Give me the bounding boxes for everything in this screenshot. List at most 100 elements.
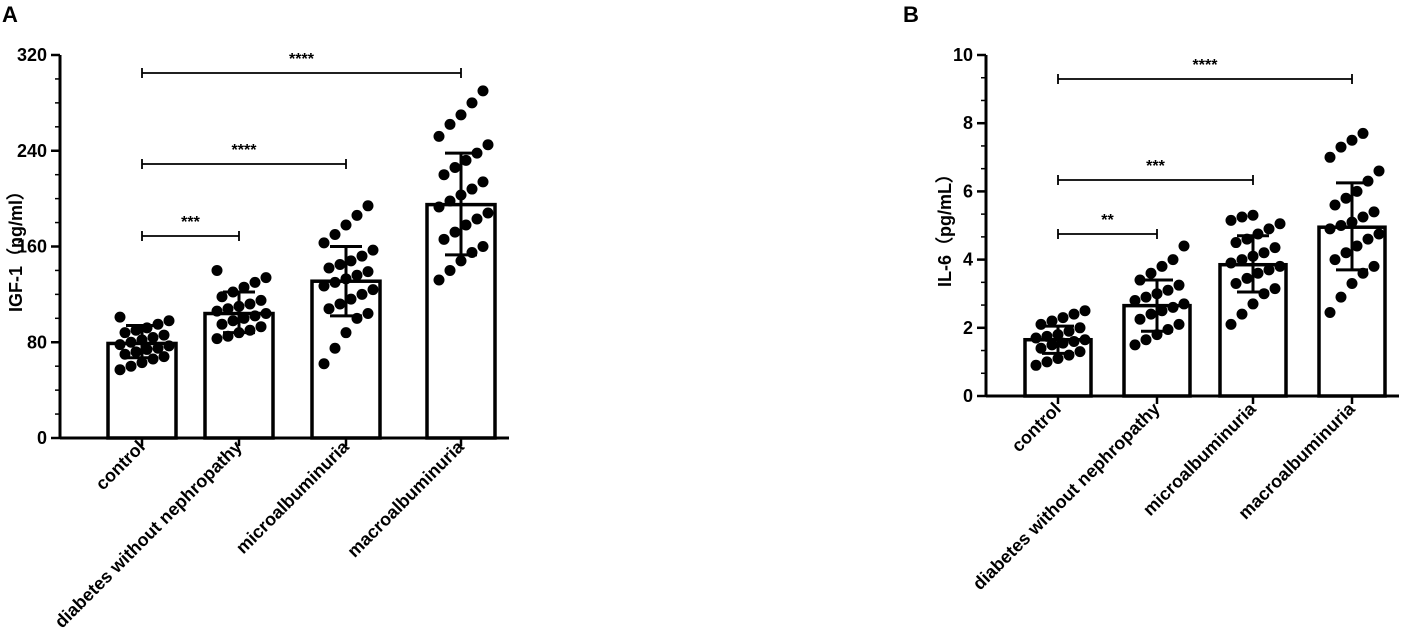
panel-b-data-point	[1324, 223, 1336, 235]
panel-b-data-point	[1230, 277, 1242, 289]
panel-b-data-point	[1236, 254, 1248, 266]
panel-b-data-point	[1035, 318, 1047, 330]
panel-a-data-point	[367, 284, 379, 296]
panel-a-data-point	[477, 85, 489, 97]
panel-a-data-point	[318, 280, 330, 292]
panel-a-data-point	[438, 169, 450, 181]
panel-b-x-tick-label-0: control	[1008, 399, 1065, 456]
panel-a-data-point	[460, 154, 472, 166]
panel-b-data-point	[1041, 356, 1053, 368]
panel-a-data-point	[482, 139, 494, 151]
panel-a-significance-label-1: ****	[232, 142, 258, 159]
panel-a-data-point	[356, 250, 368, 262]
panel-b-data-point	[1236, 211, 1248, 223]
panel-a-data-point	[136, 357, 148, 369]
panel-b-data-point	[1162, 284, 1174, 296]
panel-a-data-point	[351, 209, 363, 221]
panel-b-significance-label-2: ****	[1193, 57, 1219, 74]
panel-a-data-point	[477, 176, 489, 188]
panel-b-data-point	[1079, 334, 1091, 346]
panel-b-data-point	[1362, 175, 1374, 187]
panel-a-data-point	[455, 109, 467, 121]
panel-a-data-point	[114, 364, 126, 376]
panel-letter-a: A	[2, 2, 18, 27]
panel-a-data-point	[482, 207, 494, 219]
panel-b-data-point	[1324, 306, 1336, 318]
panel-a-data-point	[362, 200, 374, 212]
panel-a-data-point	[477, 241, 489, 252]
panel-a-data-point	[249, 276, 261, 288]
panel-a-data-point	[444, 264, 456, 276]
panel-a-data-point	[147, 331, 159, 343]
panel-b-data-point	[1173, 318, 1185, 330]
panel-b-data-point	[1046, 315, 1058, 327]
panel-b-data-point	[1134, 274, 1146, 286]
panel-b-significance-label-0: **	[1101, 212, 1114, 229]
panel-b-data-point	[1068, 335, 1080, 347]
panel-a-data-point	[318, 358, 330, 370]
panel-b-data-point	[1357, 127, 1369, 139]
panel-b-data-point	[1140, 291, 1152, 303]
panel-a-data-point	[340, 219, 352, 231]
panel-a-data-point	[222, 303, 234, 315]
panel-a-data-point	[130, 324, 142, 336]
panel-b-data-point	[1225, 214, 1237, 226]
panel-a-data-point	[141, 343, 153, 355]
panel-b-data-point	[1269, 283, 1281, 295]
panel-a-data-point	[249, 310, 261, 322]
panel-a-data-point	[238, 281, 250, 293]
panel-b-data-point	[1167, 301, 1179, 313]
panel-b-data-point	[1346, 277, 1358, 289]
panel-b-data-point	[1079, 305, 1091, 317]
panel-b-data-point	[1351, 240, 1363, 252]
panel-a-y-tick-label: 80	[27, 332, 47, 352]
panel-b-y-tick-label: 10	[953, 45, 973, 65]
panel-a-significance-label-2: ****	[289, 51, 315, 68]
panel-b-data-point	[1362, 233, 1374, 245]
panel-b-data-point	[1129, 295, 1141, 307]
panel-b-data-point	[1263, 223, 1275, 235]
panel-a-data-point	[334, 258, 346, 270]
panel-b-data-point	[1041, 330, 1053, 342]
panel-b-x-tick-label-1: diabetes without nephropathy	[969, 399, 1164, 594]
panel-a-data-point	[340, 327, 352, 339]
panel-a-data-point	[449, 162, 461, 174]
panel-b-data-point	[1057, 337, 1069, 349]
panel-a-y-tick-label: 320	[17, 45, 47, 65]
panel-b-data-point	[1324, 151, 1336, 163]
y-axis-label-b: IL-6（pg/mL）	[935, 165, 955, 287]
panel-a-data-point	[444, 195, 456, 207]
panel-a-data-point	[255, 321, 267, 333]
panel-b-data-point	[1140, 334, 1152, 346]
panel-a-data-point	[244, 298, 256, 310]
panel-b-data-point	[1230, 237, 1242, 249]
panel-b-data-point	[1340, 247, 1352, 259]
panel-a-data-point	[114, 339, 126, 351]
panel-a-data-point	[455, 255, 467, 267]
panel-b-data-point	[1258, 288, 1270, 300]
panel-a-data-point	[438, 233, 450, 245]
panel-b-data-point	[1145, 308, 1157, 320]
panel-a-data-point	[238, 312, 250, 324]
panel-b-data-point	[1351, 185, 1363, 197]
panel-a-y-tick-label: 160	[17, 237, 47, 257]
panel-b-data-point	[1162, 324, 1174, 336]
panel-a-x-tick-label-2: microalbuminuria	[232, 436, 354, 558]
panel-b-y-tick-label: 4	[963, 250, 973, 270]
panel-b-data-point	[1063, 349, 1075, 361]
panel-b-data-point	[1329, 254, 1341, 266]
panel-a-data-point	[125, 360, 137, 372]
panel-b-data-point	[1340, 192, 1352, 204]
panel-b-data-point	[1057, 312, 1069, 324]
panel-b-data-point	[1134, 313, 1146, 325]
panel-b-significance-label-1: ***	[1146, 158, 1165, 175]
panel-b-data-point	[1156, 260, 1168, 272]
panel-b-data-point	[1052, 352, 1064, 364]
panel-a-data-point	[216, 318, 228, 330]
panel-a-data-point	[351, 269, 363, 281]
panel-a-data-point	[260, 272, 272, 284]
panel-b-data-point	[1035, 342, 1047, 354]
panel-a-data-point	[227, 315, 239, 327]
